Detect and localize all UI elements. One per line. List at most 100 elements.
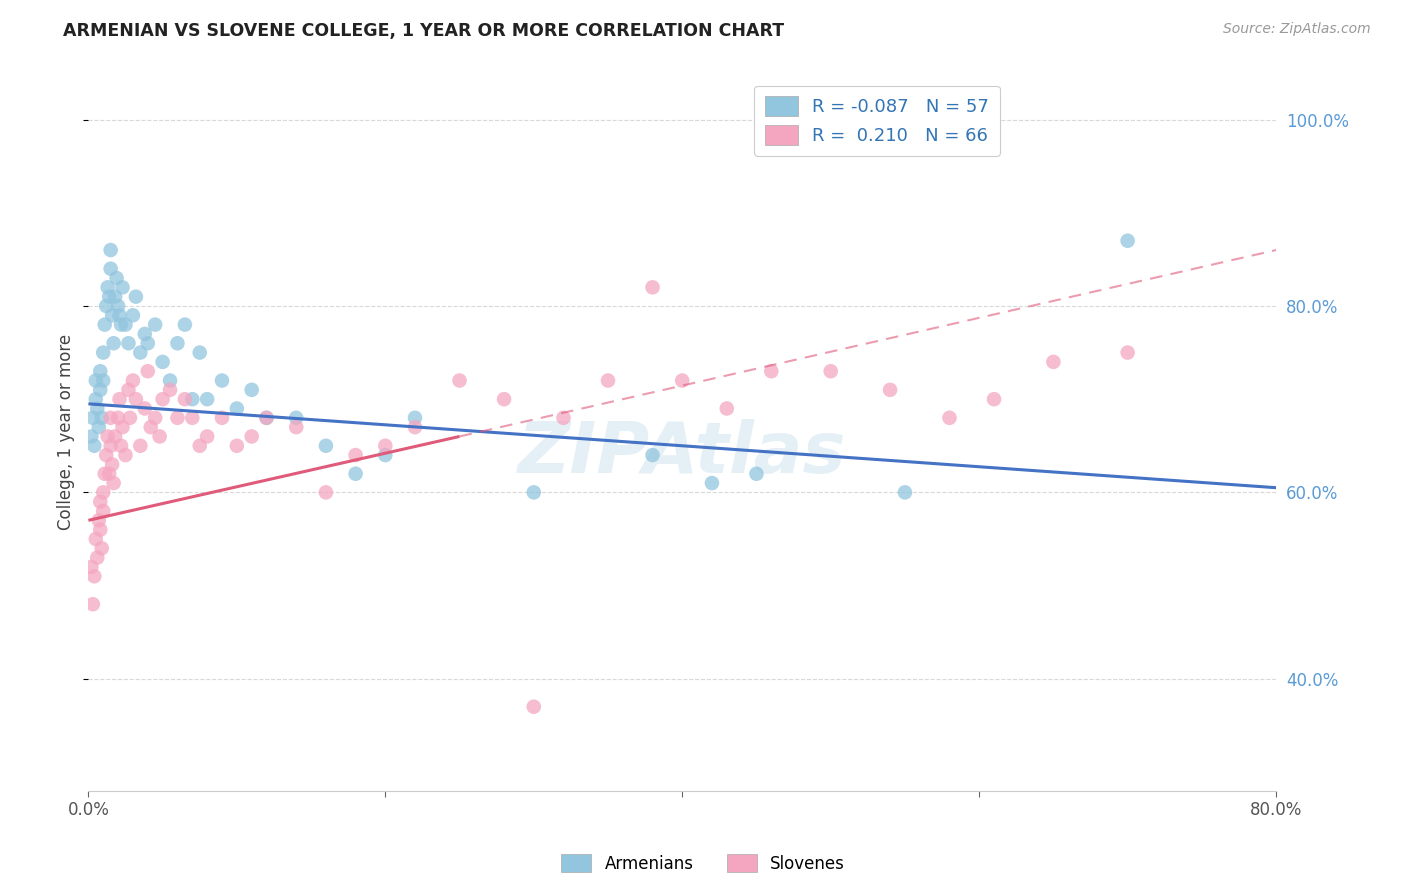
Point	[240, 383, 263, 397]
Point	[1161, 839, 1184, 854]
Point	[173, 392, 195, 407]
Point	[82, 410, 104, 425]
Point	[404, 410, 426, 425]
Point	[104, 429, 127, 443]
Point	[105, 271, 128, 285]
Point	[173, 318, 195, 332]
Point	[98, 290, 121, 304]
Point	[89, 523, 111, 537]
Point	[83, 439, 105, 453]
Point	[700, 476, 723, 491]
Legend: R = -0.087   N = 57, R =  0.210   N = 66: R = -0.087 N = 57, R = 0.210 N = 66	[755, 86, 1000, 156]
Point	[89, 364, 111, 378]
Point	[117, 383, 139, 397]
Point	[181, 410, 204, 425]
Point	[103, 336, 125, 351]
Point	[108, 392, 131, 407]
Point	[159, 374, 181, 388]
Point	[344, 467, 367, 481]
Point	[98, 467, 121, 481]
Point	[820, 364, 842, 378]
Point	[1116, 234, 1139, 248]
Point	[166, 410, 188, 425]
Point	[100, 261, 122, 276]
Point	[87, 420, 110, 434]
Point	[101, 458, 124, 472]
Point	[143, 318, 166, 332]
Point	[152, 355, 174, 369]
Point	[93, 467, 115, 481]
Point	[117, 336, 139, 351]
Point	[195, 429, 218, 443]
Point	[553, 410, 575, 425]
Point	[188, 439, 211, 453]
Legend: Armenians, Slovenes: Armenians, Slovenes	[554, 847, 852, 880]
Point	[86, 550, 108, 565]
Point	[80, 560, 103, 574]
Point	[91, 485, 114, 500]
Y-axis label: College, 1 year or more: College, 1 year or more	[58, 334, 75, 530]
Point	[100, 410, 122, 425]
Point	[315, 485, 337, 500]
Point	[104, 290, 127, 304]
Point	[129, 439, 152, 453]
Point	[84, 392, 107, 407]
Point	[879, 383, 901, 397]
Point	[86, 401, 108, 416]
Point	[596, 374, 619, 388]
Point	[374, 439, 396, 453]
Point	[122, 374, 145, 388]
Point	[149, 429, 172, 443]
Point	[129, 345, 152, 359]
Text: ZIPAtlas: ZIPAtlas	[517, 419, 846, 488]
Point	[523, 699, 546, 714]
Point	[89, 383, 111, 397]
Point	[100, 439, 122, 453]
Point	[285, 420, 308, 434]
Point	[118, 410, 141, 425]
Point	[181, 392, 204, 407]
Point	[90, 541, 112, 556]
Point	[96, 448, 118, 462]
Point	[136, 336, 159, 351]
Point	[641, 448, 664, 462]
Point	[134, 401, 156, 416]
Point	[1042, 355, 1064, 369]
Point	[761, 364, 783, 378]
Point	[211, 374, 233, 388]
Point	[894, 485, 917, 500]
Point	[87, 513, 110, 527]
Point	[374, 448, 396, 462]
Point	[1116, 345, 1139, 359]
Text: ARMENIAN VS SLOVENE COLLEGE, 1 YEAR OR MORE CORRELATION CHART: ARMENIAN VS SLOVENE COLLEGE, 1 YEAR OR M…	[63, 22, 785, 40]
Point	[122, 308, 145, 322]
Point	[91, 504, 114, 518]
Point	[97, 429, 120, 443]
Point	[344, 448, 367, 462]
Point	[494, 392, 516, 407]
Point	[80, 429, 103, 443]
Point	[110, 318, 132, 332]
Point	[125, 392, 148, 407]
Point	[188, 345, 211, 359]
Point	[983, 392, 1005, 407]
Point	[101, 308, 124, 322]
Point	[225, 439, 247, 453]
Text: Source: ZipAtlas.com: Source: ZipAtlas.com	[1223, 22, 1371, 37]
Point	[91, 345, 114, 359]
Point	[745, 467, 768, 481]
Point	[84, 374, 107, 388]
Point	[83, 569, 105, 583]
Point	[100, 243, 122, 257]
Point	[225, 401, 247, 416]
Point	[82, 597, 104, 611]
Point	[103, 476, 125, 491]
Point	[152, 392, 174, 407]
Point	[159, 383, 181, 397]
Point	[89, 494, 111, 508]
Point	[107, 410, 129, 425]
Point	[97, 280, 120, 294]
Point	[125, 290, 148, 304]
Point	[107, 299, 129, 313]
Point	[671, 374, 693, 388]
